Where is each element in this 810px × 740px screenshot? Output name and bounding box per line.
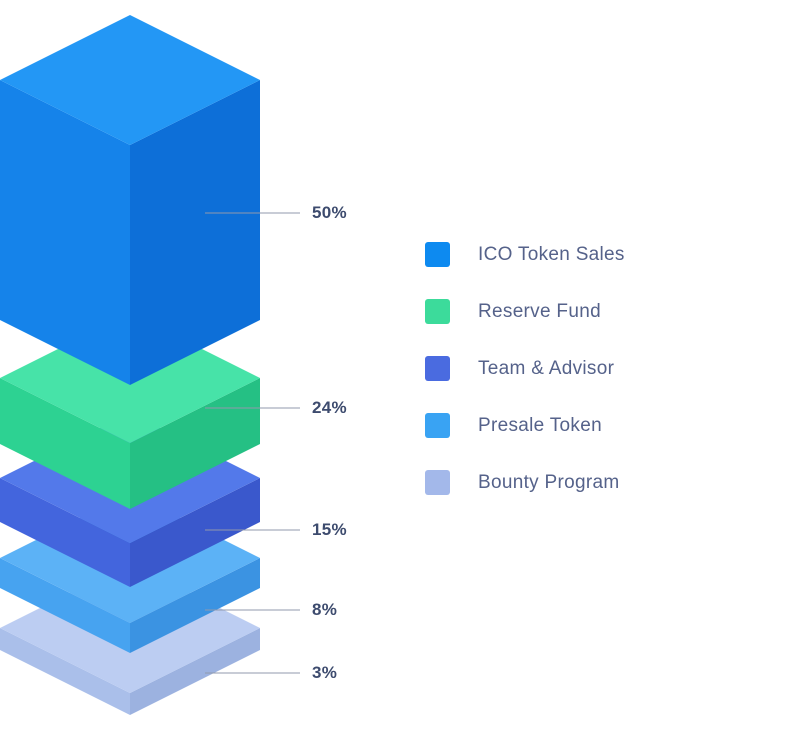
legend-swatch-icon (425, 413, 450, 438)
legend-label: Bounty Program (478, 471, 620, 493)
legend-label: Team & Advisor (478, 357, 615, 379)
legend-label: Presale Token (478, 414, 602, 436)
legend-item-1: Reserve Fund (425, 299, 625, 324)
legend-swatch-icon (425, 299, 450, 324)
percent-label-2: 15% (312, 520, 347, 539)
legend-swatch-icon (425, 470, 450, 495)
legend-item-3: Presale Token (425, 413, 625, 438)
percent-label-4: 3% (312, 663, 338, 682)
legend-label: ICO Token Sales (478, 243, 625, 265)
legend-item-4: Bounty Program (425, 470, 625, 495)
legend-swatch-icon (425, 242, 450, 267)
legend-item-2: Team & Advisor (425, 356, 625, 381)
legend-swatch-icon (425, 356, 450, 381)
iso-block-0 (0, 15, 260, 385)
legend-label: Reserve Fund (478, 300, 601, 322)
chart-legend: ICO Token Sales Reserve Fund Team & Adviso… (425, 242, 625, 527)
percent-label-0: 50% (312, 203, 347, 222)
legend-item-0: ICO Token Sales (425, 242, 625, 267)
percent-label-3: 8% (312, 600, 338, 619)
percent-label-1: 24% (312, 398, 347, 417)
